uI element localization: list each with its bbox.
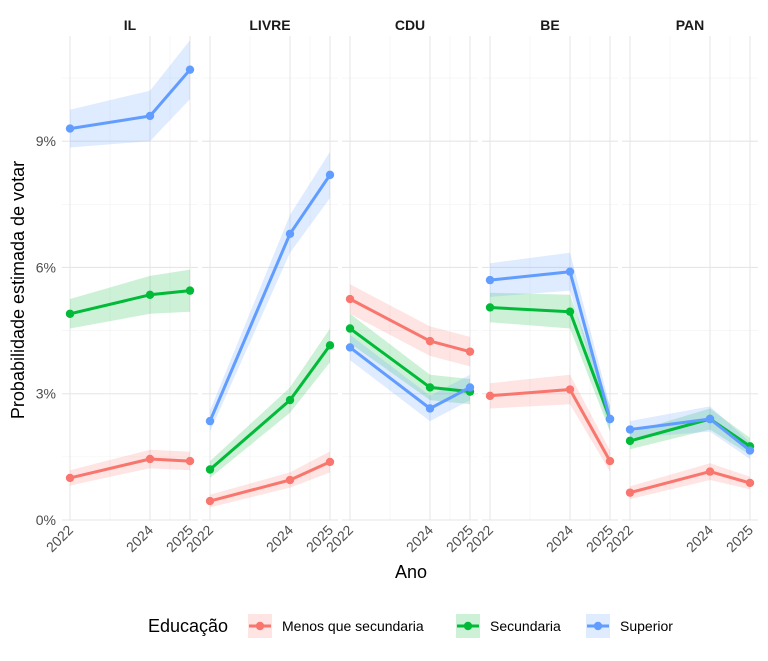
data-point: [705, 414, 715, 424]
confidence-ribbon: [210, 151, 330, 432]
data-point: [65, 124, 75, 133]
data-point: [465, 347, 475, 356]
y-tick-label: 0%: [36, 512, 56, 528]
data-point: [325, 341, 335, 350]
confidence-ribbon: [630, 463, 750, 499]
x-axis-title: Ano: [395, 562, 427, 582]
facet-label: CDU: [395, 17, 425, 33]
data-point: [65, 473, 75, 483]
data-point: [745, 446, 755, 455]
data-point: [625, 488, 635, 497]
data-point: [745, 478, 755, 488]
data-point: [345, 294, 355, 304]
data-point: [485, 303, 495, 312]
data-point: [485, 391, 495, 401]
x-tick-label: 2025: [723, 522, 756, 555]
confidence-ribbon: [630, 406, 750, 459]
data-point: [345, 343, 355, 352]
data-point: [205, 465, 215, 474]
data-point: [65, 309, 75, 318]
data-point: [565, 385, 575, 394]
data-point: [325, 457, 335, 467]
confidence-ribbon: [490, 374, 610, 472]
data-point: [705, 467, 715, 476]
data-point: [425, 404, 435, 413]
x-tick-label: 2024: [543, 522, 576, 555]
data-point: [465, 383, 475, 392]
data-point: [185, 456, 195, 466]
confidence-ribbon: [630, 408, 750, 455]
legend-label: Superior: [620, 618, 673, 634]
legend-key-point: [593, 621, 603, 631]
data-point: [285, 475, 295, 485]
legend-label: Menos que secundaria: [282, 618, 424, 634]
confidence-ribbon: [350, 313, 470, 405]
data-point: [145, 454, 155, 464]
facet-label: IL: [124, 17, 137, 33]
legend-title: Educação: [148, 616, 228, 636]
confidence-ribbon: [490, 292, 610, 432]
data-point: [605, 414, 615, 424]
y-tick-label: 9%: [36, 133, 56, 149]
y-axis: 0% 3% 6% 9%: [36, 133, 56, 528]
confidence-ribbon: [350, 334, 470, 422]
y-tick-label: 6%: [36, 259, 56, 275]
x-tick-label: 2024: [683, 522, 716, 555]
legend-item: Menos que secundaria: [248, 614, 424, 638]
y-axis-title: Probabilidade estimada de votar: [8, 161, 28, 419]
confidence-ribbon: [210, 328, 330, 478]
data-point: [625, 425, 635, 434]
data-point: [145, 290, 155, 300]
x-tick-label: 2024: [403, 522, 436, 555]
data-point: [565, 307, 575, 316]
data-point: [185, 65, 195, 74]
legend-item: Secundaria: [456, 614, 561, 638]
data-point: [285, 395, 295, 405]
data-point: [145, 111, 155, 121]
x-tick-label: 2024: [263, 522, 296, 555]
data-point: [425, 336, 435, 346]
data-point: [285, 229, 295, 239]
legend-key-point: [255, 621, 265, 631]
facet-label: BE: [540, 17, 559, 33]
data-point: [345, 324, 355, 333]
facet-label: LIVRE: [249, 17, 290, 33]
confidence-ribbon: [70, 40, 190, 148]
legend-item: Superior: [586, 614, 673, 638]
data-point: [425, 383, 435, 392]
legend-key-point: [463, 621, 473, 631]
legend-label: Secundaria: [490, 618, 561, 634]
confidence-ribbon: [490, 252, 610, 432]
x-tick-label: 2024: [123, 522, 156, 555]
facet-label: PAN: [676, 17, 705, 33]
data-point: [485, 275, 495, 285]
data-point: [605, 456, 615, 466]
data-point: [185, 286, 195, 295]
legend: Educação Menos que secundaria Secundaria Su…: [148, 614, 673, 638]
data-point: [565, 267, 575, 276]
data-point: [205, 416, 215, 426]
confidence-ribbon: [70, 449, 190, 486]
y-tick-label: 3%: [36, 386, 56, 402]
confidence-ribbon: [350, 284, 470, 367]
data-point: [325, 170, 335, 180]
data-point: [205, 496, 215, 506]
data-point: [625, 436, 635, 446]
